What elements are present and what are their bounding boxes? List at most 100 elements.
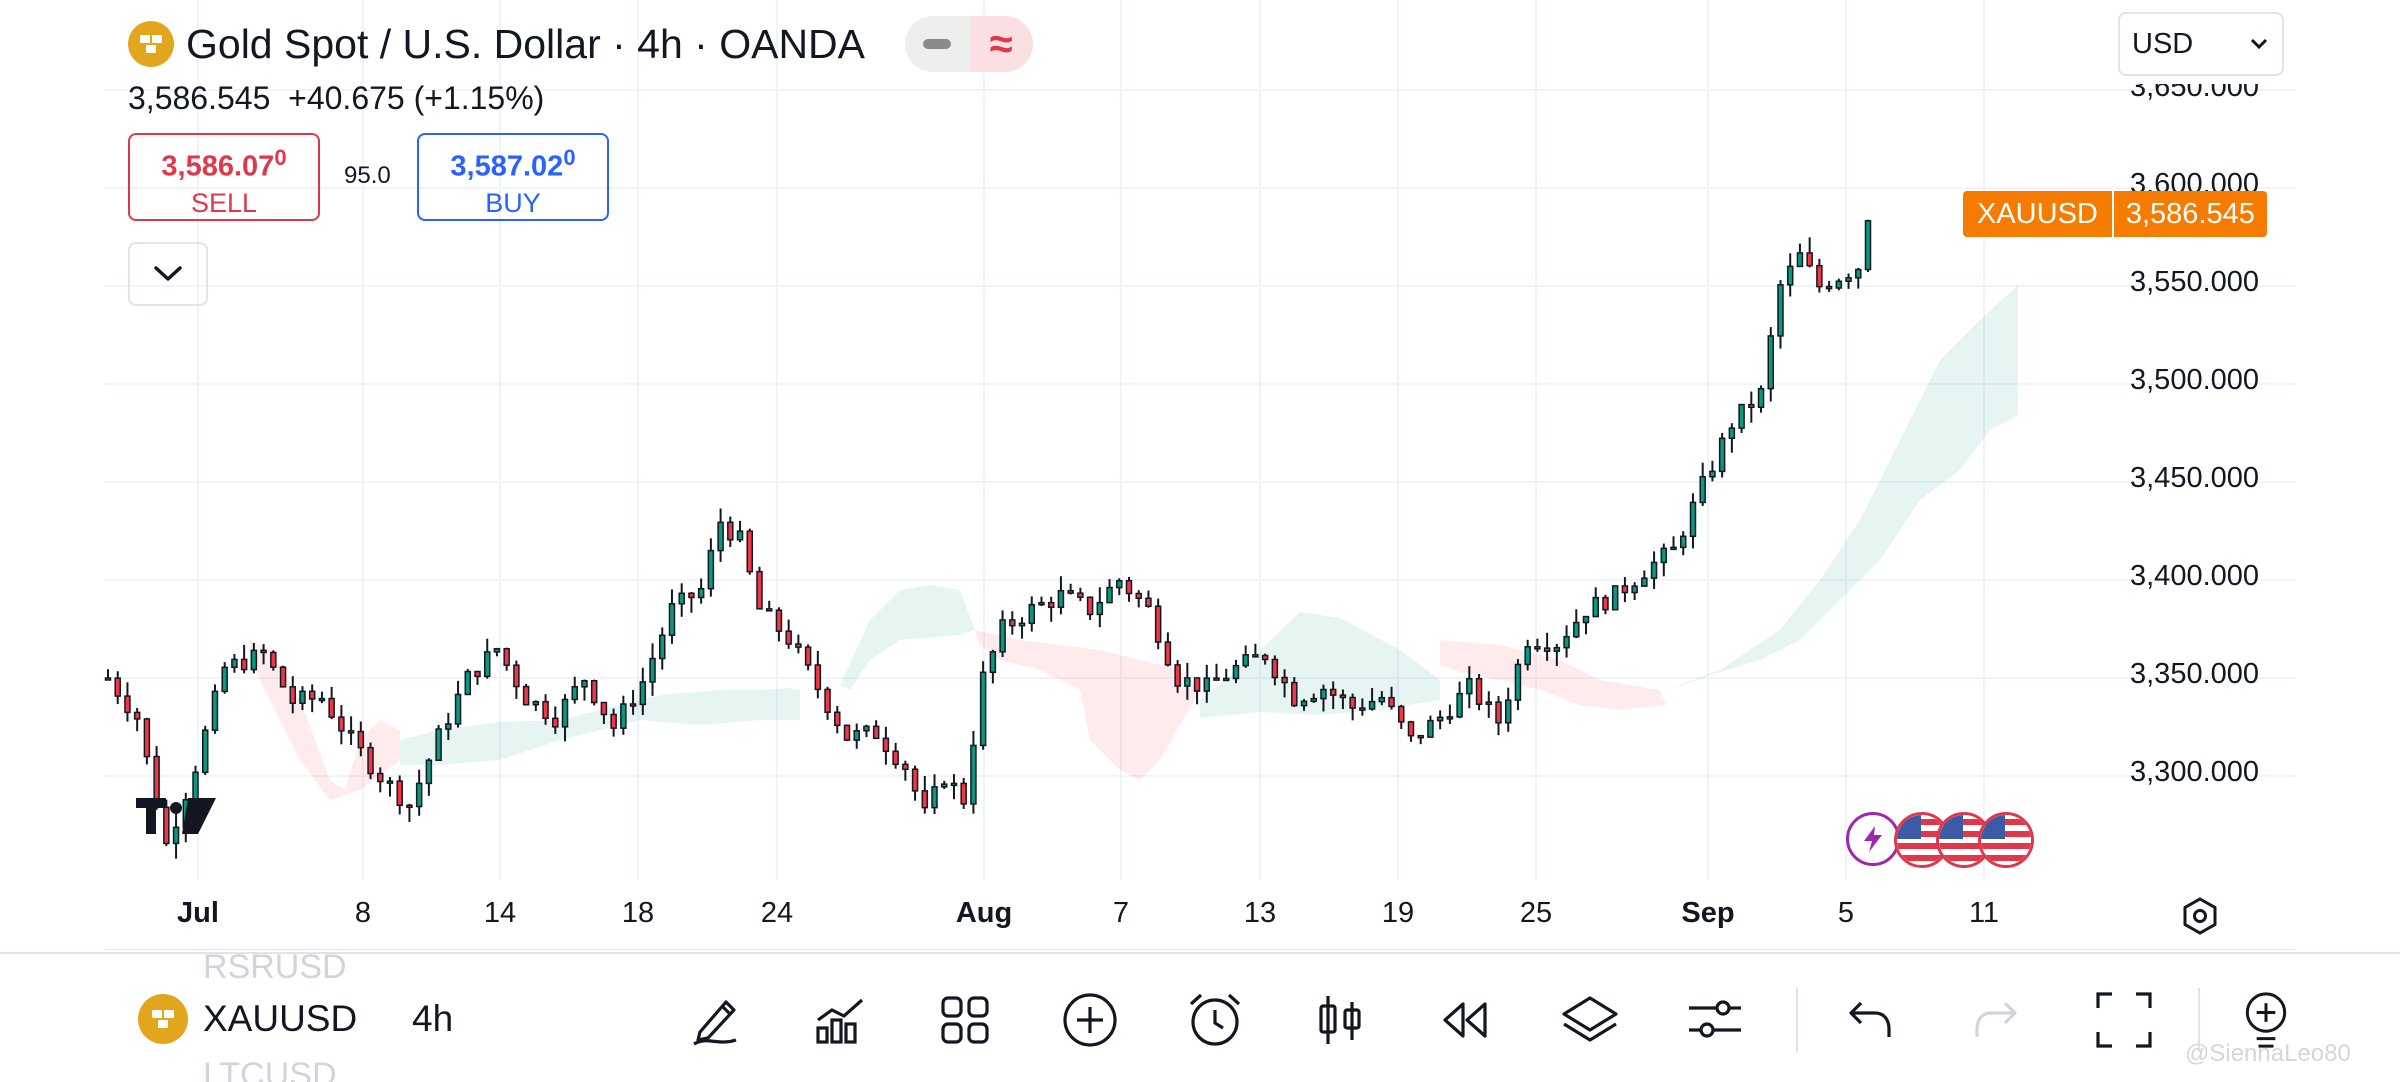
current-symbol[interactable]: XAUUSD bbox=[203, 998, 358, 1039]
candle bbox=[1116, 578, 1123, 596]
candle bbox=[581, 679, 588, 701]
price-tag-value: 3,586.545 bbox=[2113, 191, 2267, 238]
candle bbox=[435, 724, 442, 762]
minimize-icon[interactable] bbox=[905, 16, 970, 72]
candle bbox=[1154, 598, 1162, 650]
candle bbox=[902, 760, 909, 781]
wave-icon[interactable]: ≈ bbox=[969, 16, 1034, 72]
candle bbox=[1679, 531, 1687, 556]
redo-icon[interactable] bbox=[1964, 988, 2028, 1052]
price-axis-label: 3,650.000 bbox=[2130, 84, 2260, 102]
sell-button[interactable]: 3,586.070 SELL bbox=[128, 133, 320, 221]
candle bbox=[1388, 686, 1395, 710]
candle bbox=[590, 679, 598, 706]
buy-price-pip: 0 bbox=[563, 145, 576, 170]
candle bbox=[522, 683, 530, 706]
alarm-icon[interactable] bbox=[1183, 988, 1247, 1052]
add-circle-icon[interactable] bbox=[1058, 988, 1122, 1052]
buy-price: 3,587.02 bbox=[450, 150, 564, 183]
toolbar-divider bbox=[1796, 988, 1798, 1052]
candle bbox=[386, 776, 394, 797]
candle bbox=[552, 706, 559, 734]
candle bbox=[1825, 280, 1833, 292]
indicators-icon[interactable] bbox=[808, 988, 872, 1052]
candle bbox=[201, 725, 209, 775]
candle bbox=[892, 742, 899, 769]
candle bbox=[1602, 594, 1609, 615]
candle bbox=[756, 566, 763, 610]
next-symbol[interactable]: LTCUSD bbox=[203, 1056, 337, 1082]
replay-icon[interactable] bbox=[1433, 988, 1497, 1052]
candle bbox=[1728, 423, 1736, 453]
candle bbox=[1806, 237, 1813, 268]
candles-icon[interactable] bbox=[1308, 988, 1372, 1052]
candle bbox=[1417, 734, 1424, 745]
layout-grid-icon[interactable] bbox=[933, 988, 997, 1052]
lightbulb-icon[interactable] bbox=[2238, 988, 2294, 1052]
cloud-region bbox=[400, 688, 800, 765]
candle bbox=[834, 705, 841, 734]
candle bbox=[571, 676, 578, 704]
candle bbox=[377, 767, 384, 793]
time-axis-label: 19 bbox=[1381, 897, 1415, 929]
price-axis-label: 3,450.000 bbox=[2130, 462, 2260, 494]
candle bbox=[396, 775, 403, 815]
collapse-button[interactable] bbox=[128, 242, 208, 306]
candle bbox=[1689, 493, 1697, 549]
candle bbox=[940, 780, 948, 789]
candle bbox=[328, 686, 335, 720]
price-axis-label: 3,350.000 bbox=[2130, 658, 2260, 690]
candle bbox=[542, 694, 549, 725]
interval-button[interactable]: 4h bbox=[412, 998, 454, 1039]
us-flag-icon[interactable] bbox=[1894, 812, 1950, 868]
chart-settings-icon[interactable] bbox=[2180, 896, 2220, 941]
candle bbox=[1252, 643, 1259, 658]
chart-mode-toggle[interactable]: ≈ bbox=[905, 16, 1034, 72]
gold-coin-icon bbox=[128, 21, 174, 67]
candle bbox=[863, 724, 870, 738]
candle bbox=[347, 716, 355, 746]
candle bbox=[1096, 587, 1104, 628]
sell-label: SELL bbox=[190, 187, 258, 218]
us-flag-icon[interactable] bbox=[1978, 812, 2034, 868]
candle bbox=[1193, 677, 1201, 705]
candle bbox=[1777, 280, 1784, 349]
tradingview-logo bbox=[136, 796, 216, 841]
candle bbox=[1077, 587, 1084, 602]
buy-button[interactable]: 3,587.020 BUY bbox=[417, 133, 609, 221]
candle bbox=[532, 700, 540, 712]
candle bbox=[1621, 577, 1629, 603]
candle bbox=[464, 668, 472, 696]
candle bbox=[1232, 659, 1240, 684]
candle bbox=[1329, 681, 1337, 710]
currency-select[interactable]: USD bbox=[2118, 12, 2284, 76]
symbol-title[interactable]: Gold Spot / U.S. Dollar · 4h · OANDA bbox=[186, 20, 866, 67]
candle bbox=[1641, 570, 1648, 587]
candle bbox=[746, 528, 754, 575]
time-axis-label: Jul bbox=[177, 897, 219, 929]
candle bbox=[1504, 687, 1512, 732]
settings-sliders-icon[interactable] bbox=[1683, 988, 1747, 1052]
lightning-icon[interactable] bbox=[1846, 812, 1900, 866]
candle bbox=[425, 758, 433, 796]
candle bbox=[483, 638, 491, 679]
candle bbox=[1067, 583, 1074, 595]
candle bbox=[114, 671, 121, 705]
candle bbox=[561, 694, 569, 742]
price-chart[interactable] bbox=[0, 0, 2400, 950]
candle bbox=[1631, 582, 1638, 600]
undo-icon[interactable] bbox=[1838, 988, 1902, 1052]
candle bbox=[1670, 536, 1677, 551]
prev-symbol[interactable]: RSRUSD bbox=[203, 948, 347, 986]
candle bbox=[629, 689, 637, 715]
candle bbox=[1164, 632, 1172, 667]
layers-icon[interactable] bbox=[1558, 988, 1622, 1052]
events-row[interactable] bbox=[1846, 812, 2034, 868]
fullscreen-icon[interactable] bbox=[2092, 988, 2156, 1052]
bottom-toolbar: RSRUSD XAUUSD LTCUSD 4h bbox=[0, 948, 2400, 1082]
pencil-icon[interactable] bbox=[684, 988, 748, 1052]
candle bbox=[979, 661, 987, 750]
candle bbox=[1106, 579, 1113, 604]
candle bbox=[1611, 585, 1619, 611]
candle bbox=[765, 600, 773, 612]
